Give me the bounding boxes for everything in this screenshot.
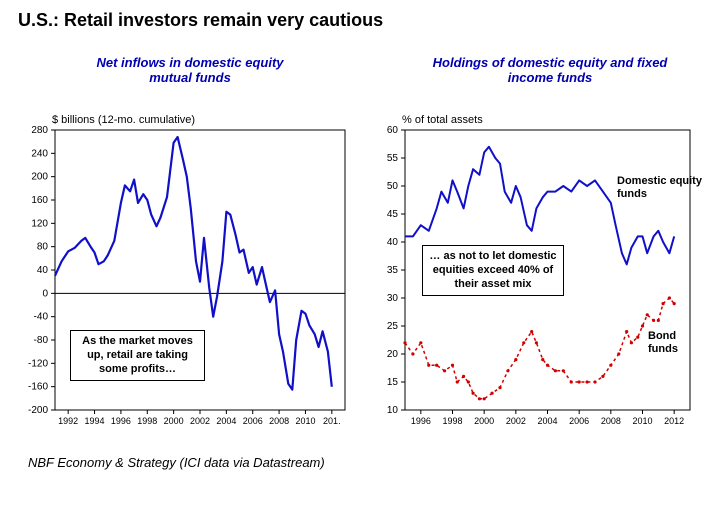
bond-series-label: Bond funds <box>648 330 708 355</box>
svg-text:2010: 2010 <box>632 416 652 426</box>
svg-text:2000: 2000 <box>474 416 494 426</box>
svg-text:1998: 1998 <box>442 416 462 426</box>
svg-text:2006: 2006 <box>569 416 589 426</box>
svg-text:60: 60 <box>387 125 399 136</box>
equity-series-label: Domestic equity funds <box>617 175 712 200</box>
right-chart-annotation: … as not to let domestic equities exceed… <box>422 245 564 296</box>
svg-text:50: 50 <box>387 181 399 192</box>
svg-text:55: 55 <box>387 153 399 164</box>
svg-text:15: 15 <box>387 377 399 388</box>
svg-text:10: 10 <box>387 405 399 416</box>
svg-text:45: 45 <box>387 209 399 220</box>
svg-text:20: 20 <box>387 349 399 360</box>
svg-text:2004: 2004 <box>537 416 557 426</box>
source-text: NBF Economy & Strategy (ICI data via Dat… <box>28 455 325 470</box>
svg-text:2012: 2012 <box>664 416 684 426</box>
svg-text:35: 35 <box>387 265 399 276</box>
svg-text:40: 40 <box>387 237 399 248</box>
svg-text:30: 30 <box>387 293 399 304</box>
left-chart-annotation: As the market moves up, retail are takin… <box>70 330 205 381</box>
svg-text:25: 25 <box>387 321 399 332</box>
svg-text:2008: 2008 <box>601 416 621 426</box>
right-chart: 10 15 20 25 30 35 40 45 50 55 60 1996 1998 2000 2002 20… <box>0 0 723 505</box>
svg-text:1996: 1996 <box>411 416 431 426</box>
svg-text:2002: 2002 <box>506 416 526 426</box>
